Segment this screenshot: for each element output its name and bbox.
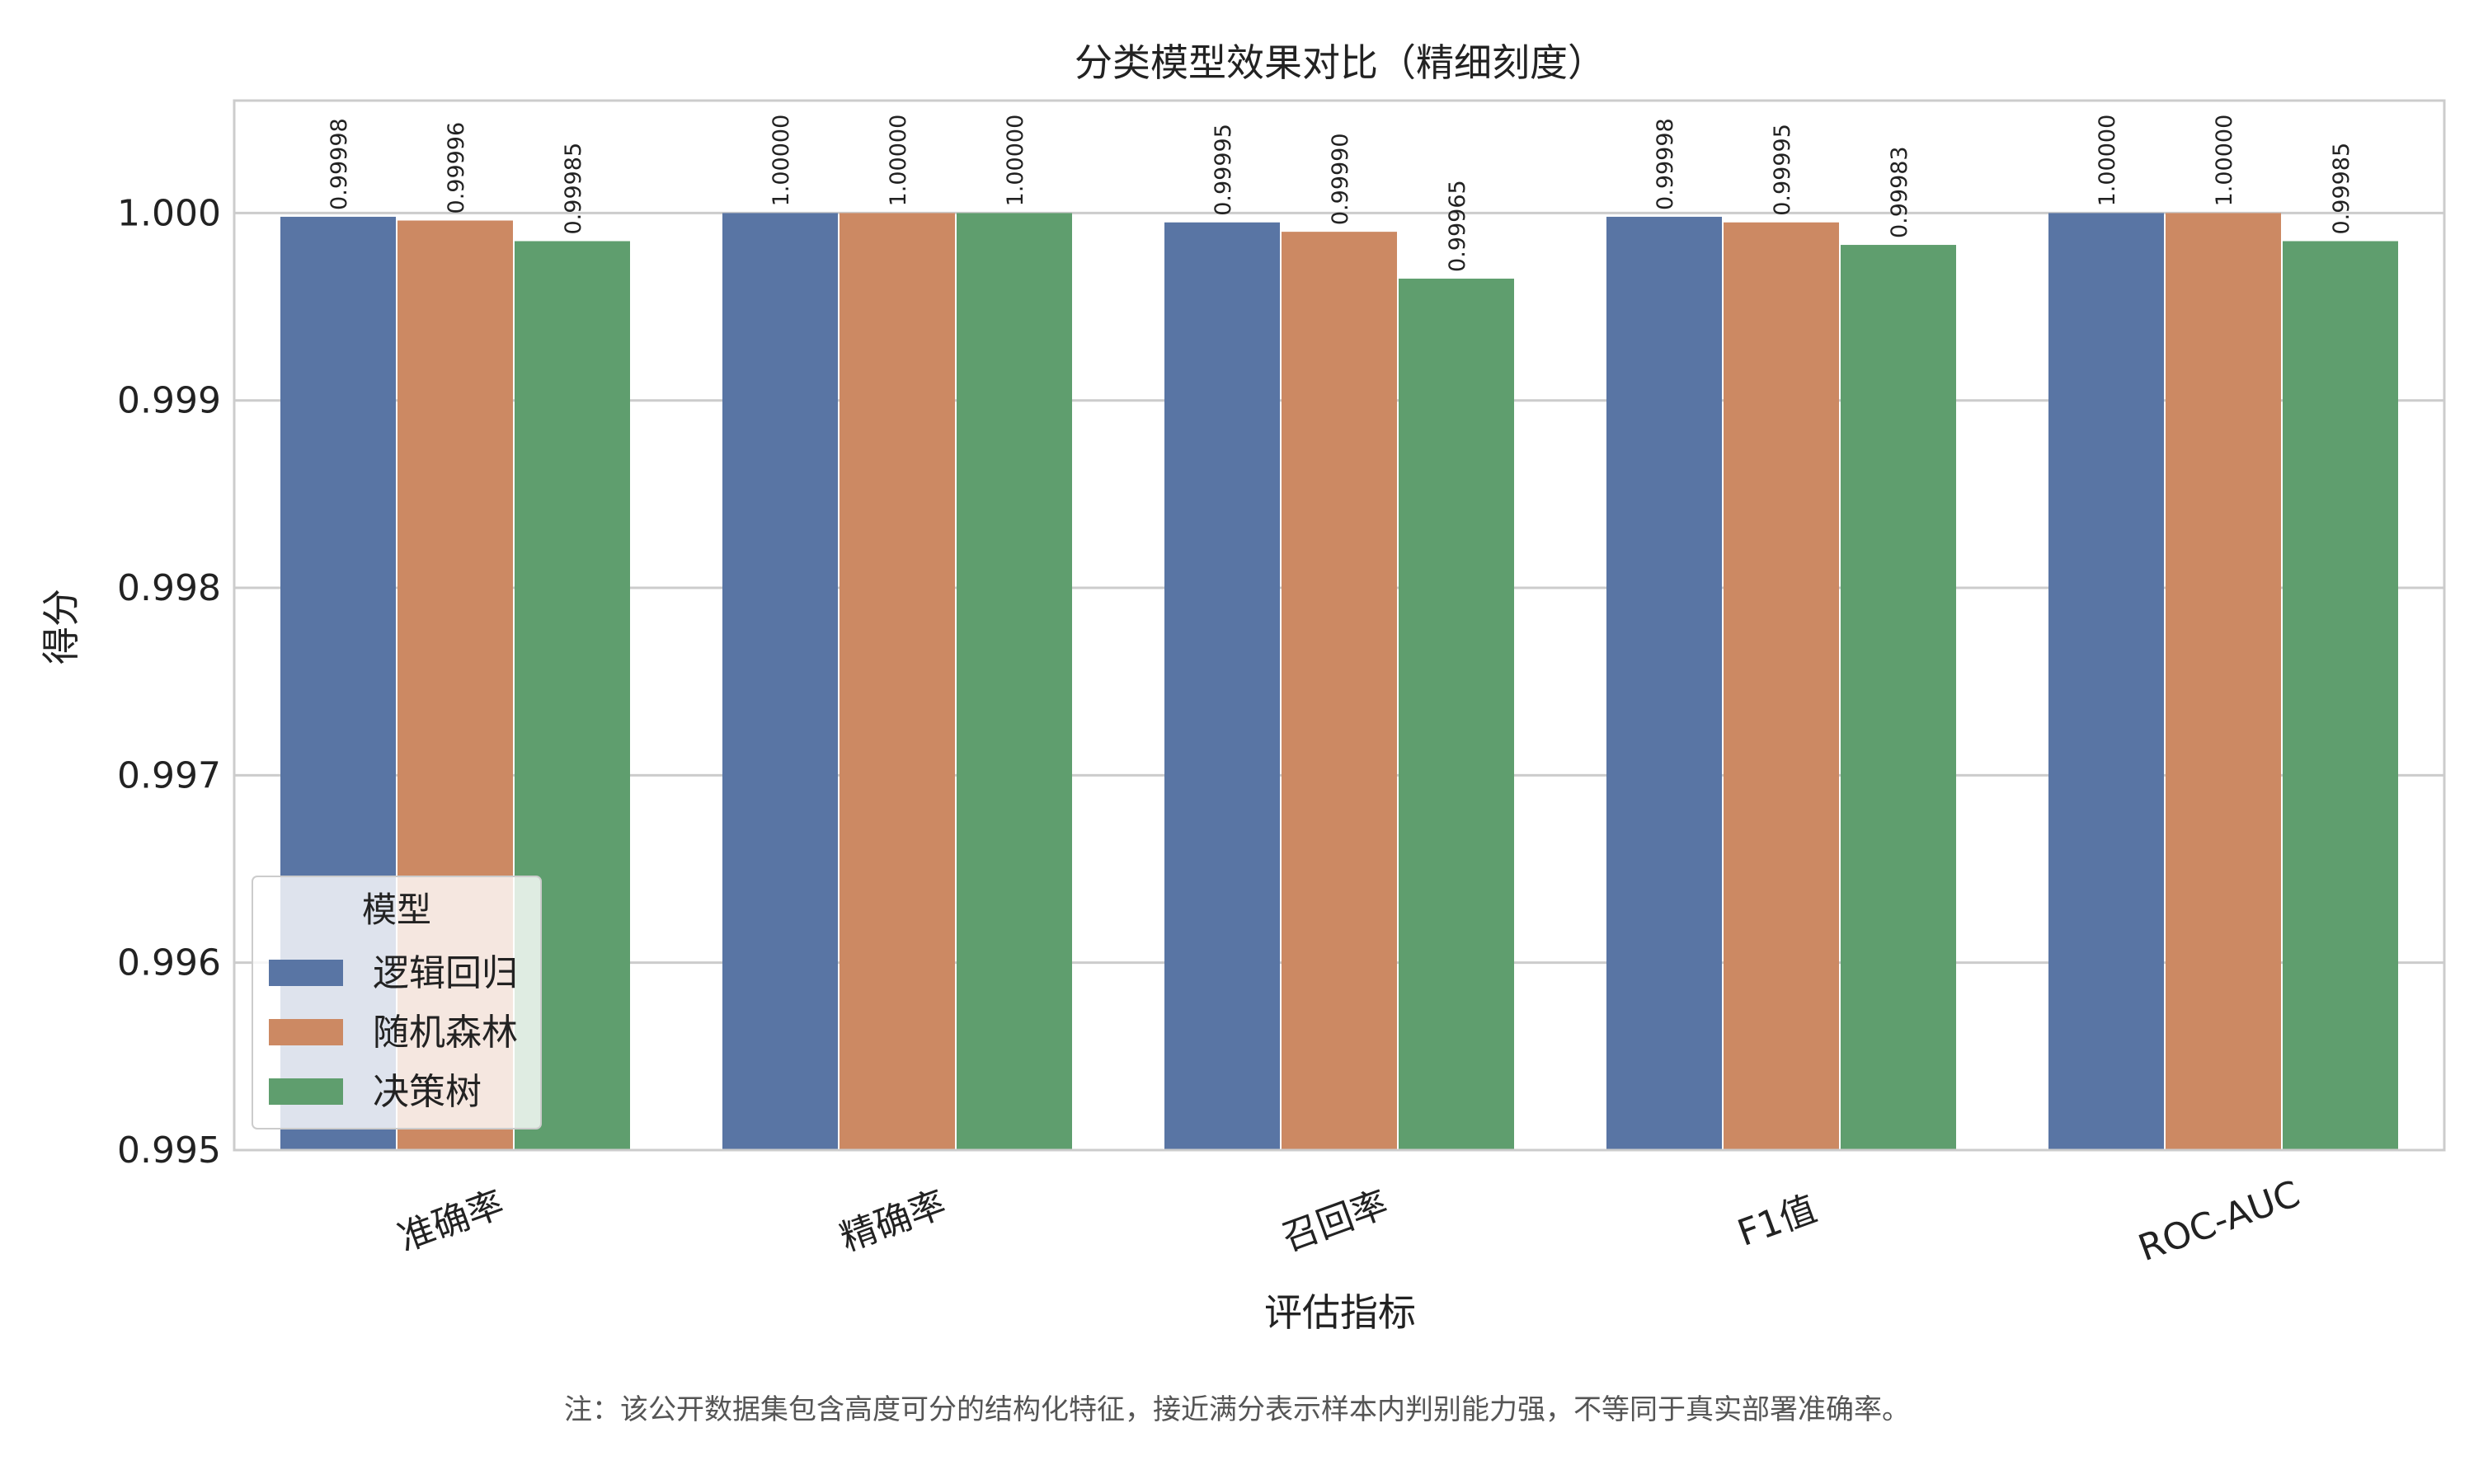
plot-frame (233, 99, 2446, 1152)
y-tick-label: 0.995 (117, 1129, 221, 1172)
bar (1841, 245, 1956, 1151)
data-label: 0.99985 (561, 143, 586, 235)
data-label: 0.99965 (1445, 180, 1470, 272)
legend-label: 逻辑回归 (373, 952, 518, 994)
data-label: 0.99998 (1653, 118, 1678, 210)
legend-swatch (269, 960, 343, 986)
x-tick-label: 精确率 (835, 1183, 951, 1260)
y-tick-label: 0.996 (117, 942, 221, 984)
data-label: 0.99995 (1211, 124, 1236, 216)
bar (2166, 213, 2281, 1151)
y-tick-label: 1.000 (117, 192, 221, 234)
data-label: 1.00000 (886, 115, 911, 207)
bar (1724, 222, 1839, 1151)
bar (1399, 278, 1514, 1151)
bar (1164, 222, 1280, 1151)
x-tick-label: ROC-AUC (2133, 1173, 2306, 1270)
y-tick-label: 0.997 (117, 754, 221, 796)
legend-label: 随机森林 (373, 1012, 518, 1054)
legend-swatch (269, 1019, 343, 1045)
bar (840, 213, 955, 1151)
x-axis-label: 评估指标 (1264, 1290, 1416, 1335)
y-tick-labels: 0.995 0.996 0.997 0.998 0.999 1.000 (117, 192, 221, 1172)
data-label: 1.00000 (2095, 115, 2120, 207)
bars (280, 213, 2398, 1151)
legend-title: 模型 (362, 890, 431, 930)
data-label: 0.99995 (1770, 124, 1795, 216)
footnote: 注：该公开数据集包含高度可分的结构化特征，接近满分表示样本内判别能力强，不等同于… (564, 1393, 1910, 1426)
data-labels: 0.99998 0.99996 0.99985 1.00000 1.00000 1.000… (327, 115, 2354, 272)
bar (1606, 216, 1722, 1150)
bar (2048, 213, 2164, 1151)
legend-box (252, 876, 542, 1129)
legend-swatch (269, 1078, 343, 1105)
y-tick-label: 0.999 (117, 380, 221, 422)
bar (2283, 241, 2398, 1150)
bar (722, 213, 838, 1151)
data-label: 0.99990 (1328, 133, 1353, 225)
bar (957, 213, 1072, 1151)
x-tick-label: F1值 (1733, 1188, 1823, 1255)
y-axis-label: 得分 (39, 589, 83, 665)
data-label: 0.99985 (2329, 143, 2354, 235)
x-tick-labels: 准确率 精确率 召回率 F1值 ROC-AUC (393, 1173, 2305, 1270)
data-label: 1.00000 (2212, 115, 2237, 207)
x-tick-label: 准确率 (393, 1183, 509, 1260)
data-label: 1.00000 (1003, 115, 1028, 207)
legend-label: 决策树 (373, 1071, 482, 1113)
data-label: 0.99998 (327, 118, 352, 210)
x-tick-label: 召回率 (1277, 1183, 1393, 1260)
y-tick-label: 0.998 (117, 567, 221, 609)
data-label: 0.99983 (1887, 146, 1912, 238)
data-label: 1.00000 (769, 115, 794, 207)
chart-title: 分类模型效果对比（精细刻度） (1075, 40, 1606, 85)
data-label: 0.99996 (444, 122, 469, 214)
bar (1282, 232, 1397, 1150)
